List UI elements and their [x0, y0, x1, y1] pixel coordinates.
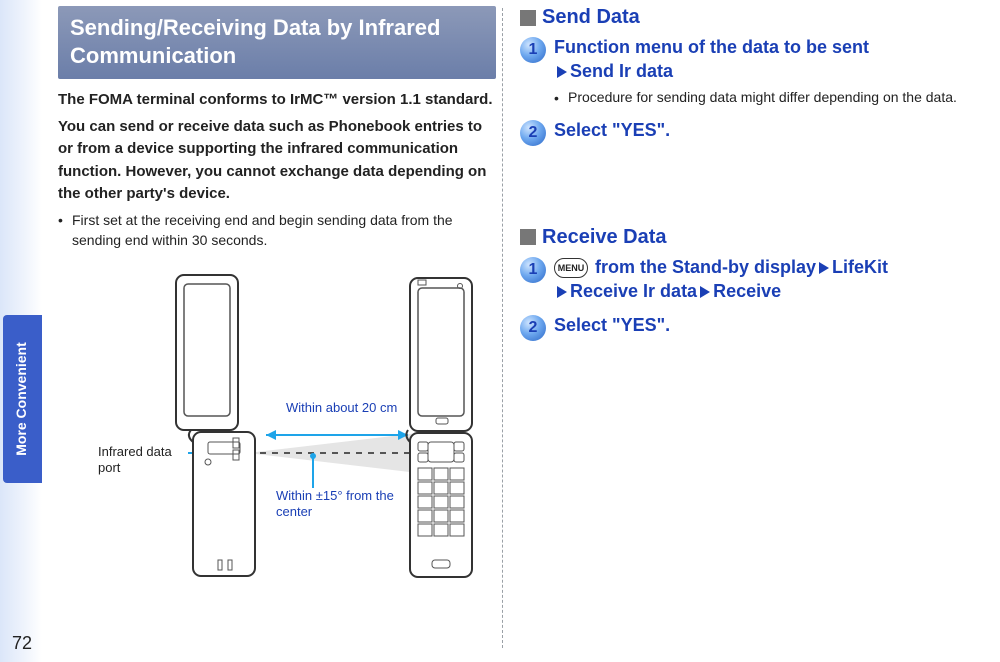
subhead-square-icon	[520, 10, 536, 26]
send-step2-text: Select "YES".	[554, 118, 990, 142]
side-tab-strip: More Convenient 72	[0, 0, 42, 662]
section-header: Sending/Receiving Data by Infrared Commu…	[58, 6, 496, 79]
receive-step2-text: Select "YES".	[554, 313, 990, 337]
receive-title: Receive Data	[542, 226, 667, 249]
phones-svg	[58, 260, 496, 580]
triangle-icon	[557, 286, 567, 298]
angle-annotation: Within ±15° from the center	[276, 488, 406, 521]
send-step1-text2: Send Ir data	[570, 61, 673, 81]
recv-part4: Receive	[713, 281, 781, 301]
distance-arrow-left	[266, 430, 276, 440]
intro-line-1: The FOMA terminal conforms to IrMC™ vers…	[58, 89, 496, 112]
distance-annotation: Within about 20 cm	[286, 400, 397, 416]
column-divider	[502, 8, 503, 648]
receive-step-2: 2 Select "YES".	[520, 313, 990, 341]
recv-part1: from the Stand-by display	[590, 257, 816, 277]
receive-step-1: 1 MENU from the Stand-by display LifeKit …	[520, 255, 990, 304]
triangle-icon	[700, 286, 710, 298]
send-step1-line: Function menu of the data to be sent Sen…	[554, 35, 990, 84]
intro-line-2: You can send or receive data such as Pho…	[58, 116, 496, 206]
step-number-1-icon: 1	[520, 37, 546, 63]
bullet-dot: •	[58, 210, 72, 251]
step-number-1-icon: 1	[520, 257, 546, 283]
send-title: Send Data	[542, 6, 640, 29]
send-step1-text1: Function menu of the data to be sent	[554, 37, 869, 57]
triangle-icon	[557, 66, 567, 78]
infrared-diagram: Within about 20 cm Within ±15° from the …	[58, 260, 496, 580]
receive-step1-line: MENU from the Stand-by display LifeKit Re…	[554, 255, 990, 304]
left-phone-body	[193, 432, 255, 576]
angle-pointer-dot	[310, 453, 316, 459]
send-step1-note-row: • Procedure for sending data might diffe…	[554, 88, 990, 108]
right-phone-body	[410, 433, 472, 577]
left-phone-top	[176, 275, 238, 430]
step-number-2-icon: 2	[520, 120, 546, 146]
page-number: 72	[12, 633, 32, 654]
receive-subhead: Receive Data	[520, 226, 990, 249]
bullet-text: First set at the receiving end and begin…	[72, 210, 496, 251]
tab-label: More Convenient	[10, 315, 32, 483]
port-annotation: Infrared data port	[98, 444, 190, 477]
recv-part2: LifeKit	[832, 257, 888, 277]
send-subhead: Send Data	[520, 6, 990, 29]
step-number-2-icon: 2	[520, 315, 546, 341]
send-step-1: 1 Function menu of the data to be sent S…	[520, 35, 990, 108]
subhead-square-icon	[520, 229, 536, 245]
recv-part3: Receive Ir data	[570, 281, 697, 301]
menu-button-icon: MENU	[554, 258, 588, 278]
send-step1-note: Procedure for sending data might differ …	[568, 88, 957, 108]
right-column: Send Data 1 Function menu of the data to…	[520, 6, 990, 351]
send-step-2: 2 Select "YES".	[520, 118, 990, 146]
left-hinge	[189, 430, 193, 442]
triangle-icon	[819, 262, 829, 274]
right-phone-top	[410, 278, 472, 431]
bullet-row: • First set at the receiving end and beg…	[58, 210, 496, 251]
left-column: Sending/Receiving Data by Infrared Commu…	[58, 6, 496, 580]
bullet-dot: •	[554, 88, 568, 108]
